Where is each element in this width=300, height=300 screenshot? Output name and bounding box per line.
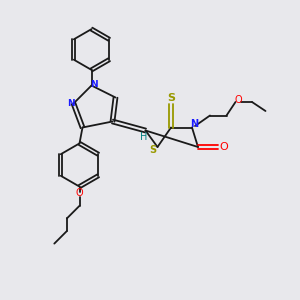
Text: O: O	[76, 188, 83, 198]
Text: H: H	[140, 132, 148, 142]
Text: O: O	[219, 142, 228, 152]
Text: S: S	[150, 145, 157, 155]
Text: N: N	[190, 119, 199, 129]
Text: N: N	[90, 80, 98, 89]
Text: O: O	[235, 94, 242, 105]
Text: N: N	[67, 99, 74, 108]
Text: S: S	[167, 93, 175, 103]
